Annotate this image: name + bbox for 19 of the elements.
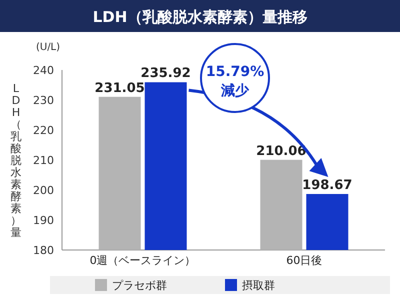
y-tick-label: 220: [33, 124, 54, 137]
x-tick-label: 0週（ベースライン）: [90, 254, 196, 267]
data-label: 210.06: [256, 144, 306, 159]
y-tick-label: 230: [33, 94, 54, 107]
y-tick-label: 200: [33, 184, 54, 197]
chart-title: LDH（乳酸脱水素酵素）量推移: [92, 8, 308, 26]
y-tick-label: 180: [33, 244, 54, 257]
data-label: 235.92: [140, 66, 191, 82]
y-tick-label: 240: [33, 64, 54, 77]
legend-label: 摂取群: [242, 279, 275, 292]
annotation: 15.79%減少: [206, 64, 264, 99]
y-tick-label: 190: [33, 214, 54, 227]
y-tick-label: 210: [33, 154, 54, 167]
data-label: 198.67: [302, 178, 352, 193]
data-label: 231.05: [94, 80, 145, 96]
text: LDH（乳酸脱水素酵素）量: [10, 82, 22, 239]
text: (U/L): [36, 42, 60, 53]
x-tick-label: 60日後: [286, 254, 322, 267]
legend-label: プラセボ群: [112, 279, 167, 292]
